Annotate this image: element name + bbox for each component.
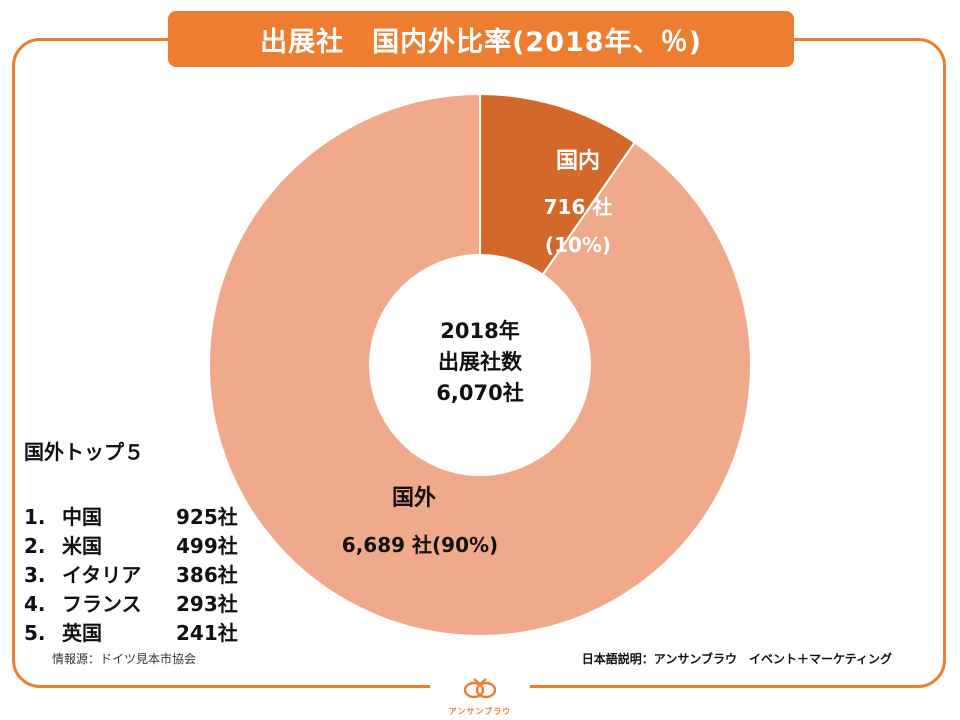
count: 241社 — [176, 621, 238, 645]
chart-title: 出展社 国内外比率(2018年、％) — [168, 11, 794, 67]
rank: 5. — [24, 621, 46, 645]
brand-logo: アンサンブラウ — [430, 676, 530, 716]
logo-text: アンサンブラウ — [448, 707, 512, 716]
country: 英国 — [62, 621, 102, 645]
country: フランス — [62, 592, 142, 616]
rank: 4. — [24, 592, 46, 616]
rank: 3. — [24, 563, 46, 587]
slice-value-foreign: 6,689 社(90%) — [342, 533, 498, 557]
count: 293社 — [176, 592, 238, 616]
list-item: 3. イタリア 386社 — [24, 561, 256, 590]
chart-title-text: 出展社 国内外比率(2018年、％) — [260, 26, 702, 58]
center-year: 2018年 — [440, 319, 519, 343]
source-note: 情報源：ドイツ見本市協会 — [52, 652, 197, 666]
list-item: 5. 英国 241社 — [24, 619, 256, 648]
country: 中国 — [62, 505, 102, 529]
count: 386社 — [176, 563, 238, 587]
slice-percent-domestic: (10%) — [545, 233, 611, 257]
slice-label-domestic: 国内 — [556, 149, 600, 174]
count: 499社 — [176, 534, 238, 558]
rank: 2. — [24, 534, 46, 558]
top5-list: 国外トップ５ 1. 中国 925社 2. 米国 499社 3. イタリア 386… — [24, 436, 256, 648]
country: 米国 — [62, 534, 102, 558]
count: 925社 — [176, 505, 238, 529]
country: イタリア — [62, 563, 142, 587]
list-item: 1. 中国 925社 — [24, 503, 256, 532]
slice-value-domestic: 716 社 — [544, 195, 613, 219]
center-label: 出展社数 — [438, 350, 523, 374]
rank: 1. — [24, 505, 46, 529]
list-item: 4. フランス 293社 — [24, 590, 256, 619]
credit-note: 日本語説明：アンサンブラウ イベント＋マーケティング — [581, 652, 892, 666]
top5-heading: 国外トップ５ — [24, 440, 144, 464]
donut-hole — [369, 254, 591, 476]
knot-icon — [463, 678, 497, 699]
center-total: 6,070社 — [436, 381, 523, 405]
slice-foreign — [208, 92, 752, 637]
list-item: 2. 米国 499社 — [24, 532, 256, 561]
slice-label-foreign: 国外 — [392, 485, 436, 511]
